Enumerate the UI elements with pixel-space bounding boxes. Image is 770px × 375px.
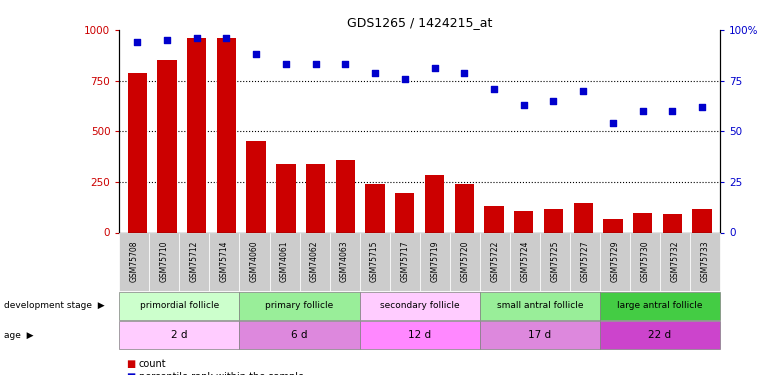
Text: count: count	[139, 359, 166, 369]
Point	[161, 37, 173, 43]
Text: GSM75719: GSM75719	[430, 241, 439, 282]
Bar	[395, 193, 414, 232]
Text: GSM75732: GSM75732	[671, 241, 679, 282]
Bar	[603, 219, 623, 232]
Text: GSM75712: GSM75712	[190, 241, 199, 282]
Point	[666, 108, 678, 114]
Point	[696, 104, 708, 110]
Point	[369, 69, 381, 75]
Text: GSM75708: GSM75708	[130, 241, 139, 282]
Point	[131, 39, 143, 45]
Point	[220, 35, 233, 41]
Text: 22 d: 22 d	[648, 330, 671, 340]
Bar	[484, 206, 504, 232]
Text: 12 d: 12 d	[408, 330, 431, 340]
Text: percentile rank within the sample: percentile rank within the sample	[139, 372, 303, 375]
Text: GSM75710: GSM75710	[160, 241, 169, 282]
Text: primary follicle: primary follicle	[266, 302, 333, 310]
Text: secondary follicle: secondary follicle	[380, 302, 460, 310]
Point	[339, 62, 351, 68]
Text: GSM75729: GSM75729	[611, 241, 619, 282]
Text: large antral follicle: large antral follicle	[617, 302, 703, 310]
Bar	[663, 214, 682, 232]
Text: GSM75730: GSM75730	[641, 241, 649, 282]
Point	[517, 102, 530, 108]
Bar	[157, 60, 176, 232]
Text: ■: ■	[127, 372, 139, 375]
Text: GSM74062: GSM74062	[310, 241, 319, 282]
Bar	[336, 160, 355, 232]
Text: GSM75714: GSM75714	[220, 241, 229, 282]
Bar	[216, 38, 236, 232]
Text: age  ▶: age ▶	[4, 331, 33, 340]
Text: GSM74060: GSM74060	[250, 241, 259, 282]
Text: GSM75727: GSM75727	[581, 241, 589, 282]
Point	[428, 66, 440, 72]
Bar	[366, 184, 385, 232]
Text: 17 d: 17 d	[528, 330, 551, 340]
Point	[399, 76, 411, 82]
Bar	[514, 211, 534, 232]
Point	[190, 35, 203, 41]
Bar	[187, 38, 206, 232]
Bar	[306, 164, 325, 232]
Title: GDS1265 / 1424215_at: GDS1265 / 1424215_at	[347, 16, 492, 29]
Bar	[454, 184, 474, 232]
Point	[577, 88, 589, 94]
Text: small antral follicle: small antral follicle	[497, 302, 583, 310]
Point	[607, 120, 619, 126]
Text: GSM74061: GSM74061	[280, 241, 289, 282]
Text: ■: ■	[127, 359, 139, 369]
Text: GSM75722: GSM75722	[490, 241, 499, 282]
Point	[458, 69, 470, 75]
Point	[488, 86, 500, 92]
Bar	[128, 72, 147, 232]
Text: GSM75724: GSM75724	[521, 241, 529, 282]
Bar	[544, 209, 563, 232]
Text: 6 d: 6 d	[291, 330, 308, 340]
Text: GSM75715: GSM75715	[370, 241, 379, 282]
Point	[250, 51, 263, 57]
Text: GSM75717: GSM75717	[400, 241, 409, 282]
Text: 2 d: 2 d	[171, 330, 188, 340]
Text: GSM74063: GSM74063	[340, 241, 349, 282]
Point	[637, 108, 649, 114]
Text: GSM75725: GSM75725	[551, 241, 559, 282]
Bar	[692, 209, 711, 232]
Point	[547, 98, 560, 104]
Text: development stage  ▶: development stage ▶	[4, 302, 105, 310]
Point	[280, 62, 292, 68]
Point	[310, 62, 322, 68]
Text: GSM75720: GSM75720	[460, 241, 469, 282]
Bar	[246, 141, 266, 232]
Text: GSM75733: GSM75733	[701, 241, 709, 282]
Bar	[574, 203, 593, 232]
Bar	[425, 175, 444, 232]
Text: primordial follicle: primordial follicle	[140, 302, 219, 310]
Bar	[633, 213, 652, 232]
Bar	[276, 164, 296, 232]
